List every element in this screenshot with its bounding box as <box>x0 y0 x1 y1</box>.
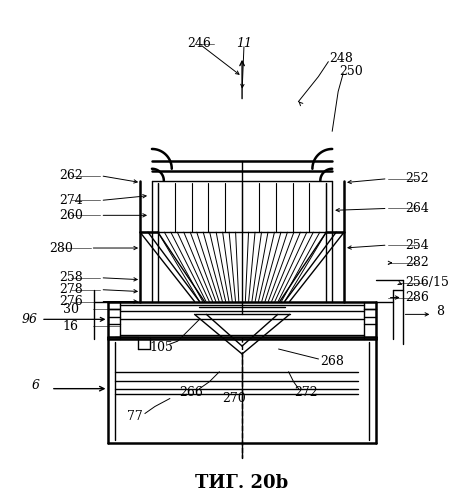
Text: 258: 258 <box>59 271 83 284</box>
Text: 286: 286 <box>405 291 430 304</box>
Text: 254: 254 <box>405 238 429 252</box>
Text: 77: 77 <box>127 410 143 423</box>
Text: 282: 282 <box>405 256 429 270</box>
Text: 266: 266 <box>180 386 203 399</box>
Text: 8: 8 <box>436 305 444 318</box>
Text: ΤИГ. 20b: ΤИГ. 20b <box>196 474 289 492</box>
Text: 105: 105 <box>150 340 174 353</box>
Text: 262: 262 <box>59 169 83 182</box>
Text: 250: 250 <box>339 65 363 78</box>
Text: 272: 272 <box>295 386 318 399</box>
Text: 264: 264 <box>405 202 430 215</box>
Text: 248: 248 <box>329 52 353 66</box>
Text: 6: 6 <box>32 379 40 392</box>
Text: 30: 30 <box>63 303 79 316</box>
Text: 276: 276 <box>59 295 83 308</box>
Text: 11: 11 <box>236 38 252 51</box>
Text: 260: 260 <box>59 209 83 222</box>
Text: 256/15: 256/15 <box>405 276 449 289</box>
Text: 246: 246 <box>187 38 212 51</box>
Text: 268: 268 <box>320 356 344 368</box>
Text: 252: 252 <box>405 172 429 185</box>
Text: 16: 16 <box>63 320 79 333</box>
Text: 270: 270 <box>222 392 246 405</box>
Text: 274: 274 <box>59 194 83 207</box>
Text: 96: 96 <box>21 313 37 326</box>
Text: 280: 280 <box>49 242 73 254</box>
Text: 278: 278 <box>59 283 83 296</box>
